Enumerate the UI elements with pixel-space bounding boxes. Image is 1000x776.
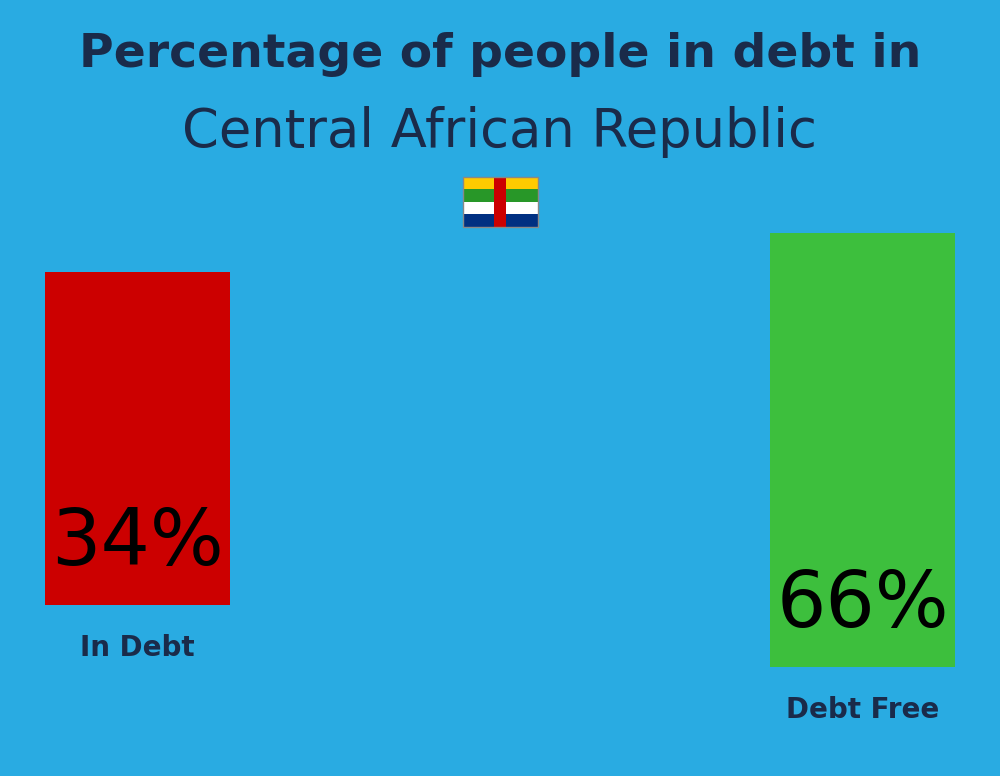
Text: 34%: 34% <box>51 505 224 581</box>
Bar <box>770 233 955 667</box>
Bar <box>462 214 538 227</box>
Text: Percentage of people in debt in: Percentage of people in debt in <box>79 32 921 77</box>
Bar <box>45 272 230 605</box>
Text: Debt Free: Debt Free <box>786 696 939 724</box>
Text: Central African Republic: Central African Republic <box>182 106 818 158</box>
Bar <box>462 177 538 227</box>
Text: In Debt: In Debt <box>80 634 195 662</box>
Bar <box>494 177 506 227</box>
Text: 66%: 66% <box>776 567 949 643</box>
Bar <box>462 176 538 189</box>
Text: ★: ★ <box>465 179 476 192</box>
Bar <box>462 189 538 202</box>
Bar <box>462 202 538 214</box>
